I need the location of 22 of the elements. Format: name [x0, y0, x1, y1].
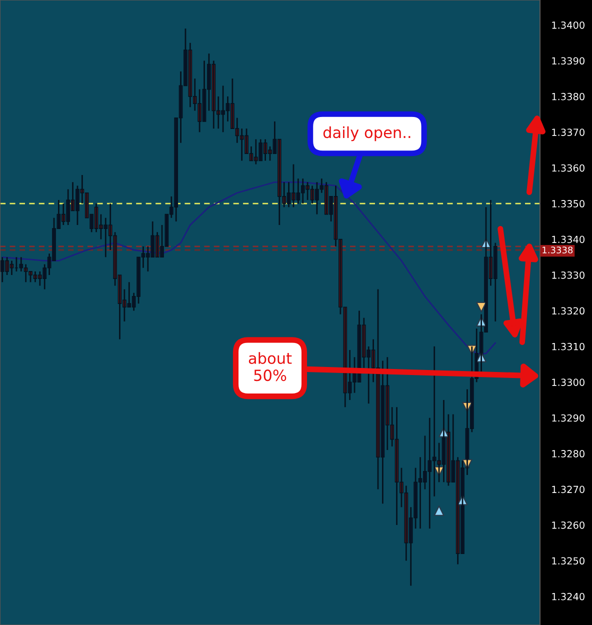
point	[476, 302, 487, 312]
y-tick-label: 1.3380	[552, 92, 584, 100]
y-tick-label: 1.3260	[552, 521, 584, 529]
annotation: daily open..	[323, 126, 410, 142]
y-tick-label: 1.3400	[552, 21, 584, 29]
y-tick-label: 1.3240	[552, 592, 584, 600]
y-tick-label: 1.3360	[552, 164, 584, 172]
y-tick-label: 1.3350	[552, 200, 584, 208]
ref-line-label: 1.3338	[542, 246, 573, 254]
y-tick-label: 1.3270	[552, 486, 584, 494]
y-tick-label: 1.3370	[552, 128, 584, 136]
y-tick-label: 1.3340	[552, 236, 584, 244]
y-tick-label: 1.3280	[552, 450, 584, 458]
point	[434, 506, 444, 516]
y-tick-label: 1.3330	[552, 271, 584, 279]
y-tick-label: 1.3390	[552, 57, 584, 65]
y-tick-label: 1.3300	[552, 378, 584, 386]
y-tick-label: 1.3290	[552, 414, 584, 422]
y-tick-label: 1.3310	[552, 342, 584, 350]
annotation: about 50%	[248, 352, 292, 382]
y-tick-label: 1.3250	[552, 557, 584, 565]
y-tick-label: 1.3320	[552, 307, 584, 315]
